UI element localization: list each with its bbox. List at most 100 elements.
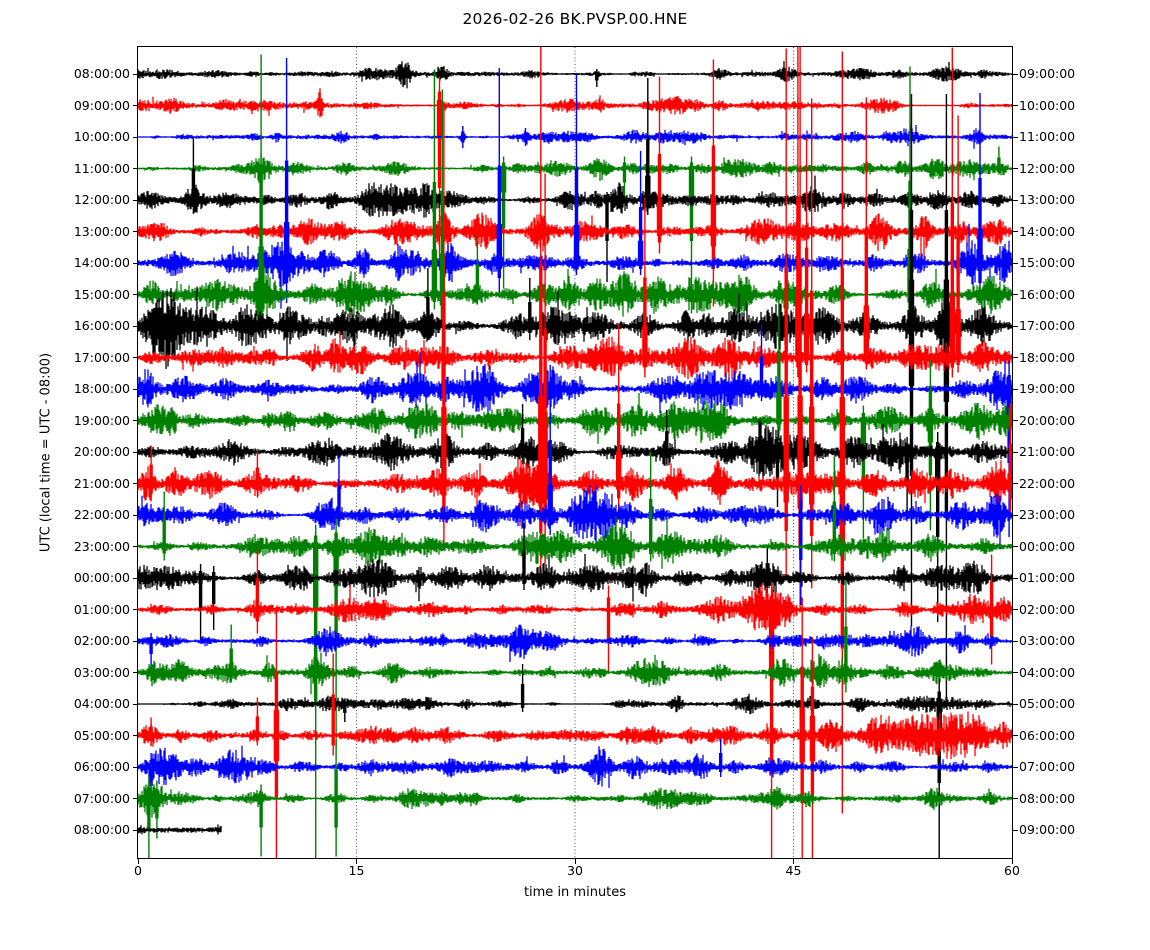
trace-row-210000 [138,47,1012,814]
y-tick-label-left: 13:00:00 [73,223,130,239]
y-tick-left [133,766,138,768]
y-tick-right [1013,73,1018,75]
event-spikes [318,77,443,271]
y-tick-right [1013,546,1018,547]
y-tick-right [1013,703,1018,705]
y-tick-label-left: 19:00:00 [73,412,130,428]
x-tick [793,859,794,864]
y-tick-label-right: 21:00:00 [1019,444,1076,459]
event-spikes [337,365,803,605]
trace-row-080000 [138,61,1012,89]
y-tick-left [133,388,138,390]
y-tick-label-right: 02:00:00 [1019,601,1076,617]
y-tick-right [1013,388,1018,390]
y-tick-label-left: 01:00:00 [73,601,130,617]
y-tick-label-left: 17:00:00 [73,349,130,365]
y-tick-label-right: 09:00:00 [1019,822,1076,837]
y-tick-right [1013,483,1018,484]
event-spikes [656,59,717,307]
y-tick-label-right: 03:00:00 [1019,633,1076,648]
event-spikes [229,580,848,693]
y-tick-label-right: 10:00:00 [1019,97,1076,113]
y-tick-label-left: 09:00:00 [73,97,130,113]
trace-row-050000 [138,597,1012,858]
y-tick-right [1013,420,1018,421]
trace-row-100000 [138,125,1012,149]
y-tick-right [1013,798,1018,799]
y-tick-label-left: 10:00:00 [73,129,130,144]
y-tick-label-left: 23:00:00 [73,538,130,554]
traces-svg [138,47,1012,858]
trace-row-020000 [138,624,1012,667]
y-tick-label-left: 04:00:00 [73,696,130,711]
y-tick-label-left: 14:00:00 [73,255,130,270]
y-tick-label-right: 11:00:00 [1019,129,1076,144]
y-tick-right [1013,609,1018,610]
trace-row-010000 [138,547,1012,858]
y-tick-label-right: 18:00:00 [1019,349,1076,365]
y-tick-label-left: 05:00:00 [73,727,130,743]
x-tick [137,859,139,864]
x-tick [574,859,576,864]
x-tick-label: 15 [348,863,365,878]
y-tick-left [133,294,138,295]
x-tick-label: 45 [785,863,802,878]
trace-row-130000 [138,59,1012,307]
trace-row-070000 [138,740,1012,858]
y-tick-left [133,325,138,327]
trace-row-060000 [138,739,1012,805]
y-tick-left [133,703,138,705]
event-spikes [149,47,1012,814]
trace-row-000000 [138,523,1012,640]
y-tick-right [1013,735,1018,736]
y-tick-left [133,105,138,106]
y-tick-label-left: 03:00:00 [73,664,130,680]
y-tick-label-right: 19:00:00 [1019,381,1076,396]
trace-row-080000 [138,824,222,835]
y-tick-left [133,357,138,358]
trace-row-140000 [138,58,1012,309]
event-spikes [149,597,816,858]
y-tick-label-right: 07:00:00 [1019,759,1076,774]
y-tick-left [133,672,138,673]
y-tick-label-right: 04:00:00 [1019,664,1076,680]
event-spikes [461,126,528,148]
y-tick-left [133,231,138,232]
y-tick-right [1013,357,1018,358]
y-tick-right [1013,294,1018,295]
trace-row-120000 [138,78,1012,282]
event-spikes [283,58,983,303]
plot-title: 2026-02-26 BK.PVSP.00.HNE [462,10,688,28]
event-spikes [595,69,599,87]
x-tick [356,859,357,864]
y-tick-left [133,451,138,453]
y-tick-right [1013,325,1018,327]
y-tick-label-right: 01:00:00 [1019,570,1076,585]
y-tick-label-right: 05:00:00 [1019,696,1076,711]
y-tick-left [133,420,138,421]
trace-row-220000 [138,365,1012,605]
y-tick-right [1013,168,1018,169]
y-tick-label-left: 08:00:00 [73,66,130,81]
trace-row-030000 [138,580,1012,695]
y-tick-label-right: 08:00:00 [1019,790,1076,806]
y-tick-label-right: 14:00:00 [1019,223,1076,239]
y-tick-left [133,640,138,642]
y-tick-label-left: 16:00:00 [73,318,130,333]
y-tick-label-left: 07:00:00 [73,790,130,806]
event-spikes [520,404,941,622]
y-tick-left [133,609,138,610]
y-tick-right [1013,451,1018,453]
trace-row-110000 [138,146,1012,314]
trace-row-200000 [138,404,1012,622]
trace-row-170000 [138,47,1012,383]
y-tick-label-right: 22:00:00 [1019,475,1076,491]
y-tick-right [1013,672,1018,673]
y-tick-left [133,735,138,736]
event-spikes [149,739,723,805]
y-tick-label-right: 09:00:00 [1019,66,1076,81]
y-tick-label-left: 18:00:00 [73,381,130,396]
x-axis-label: time in minutes [523,885,627,900]
event-spikes [642,47,961,378]
